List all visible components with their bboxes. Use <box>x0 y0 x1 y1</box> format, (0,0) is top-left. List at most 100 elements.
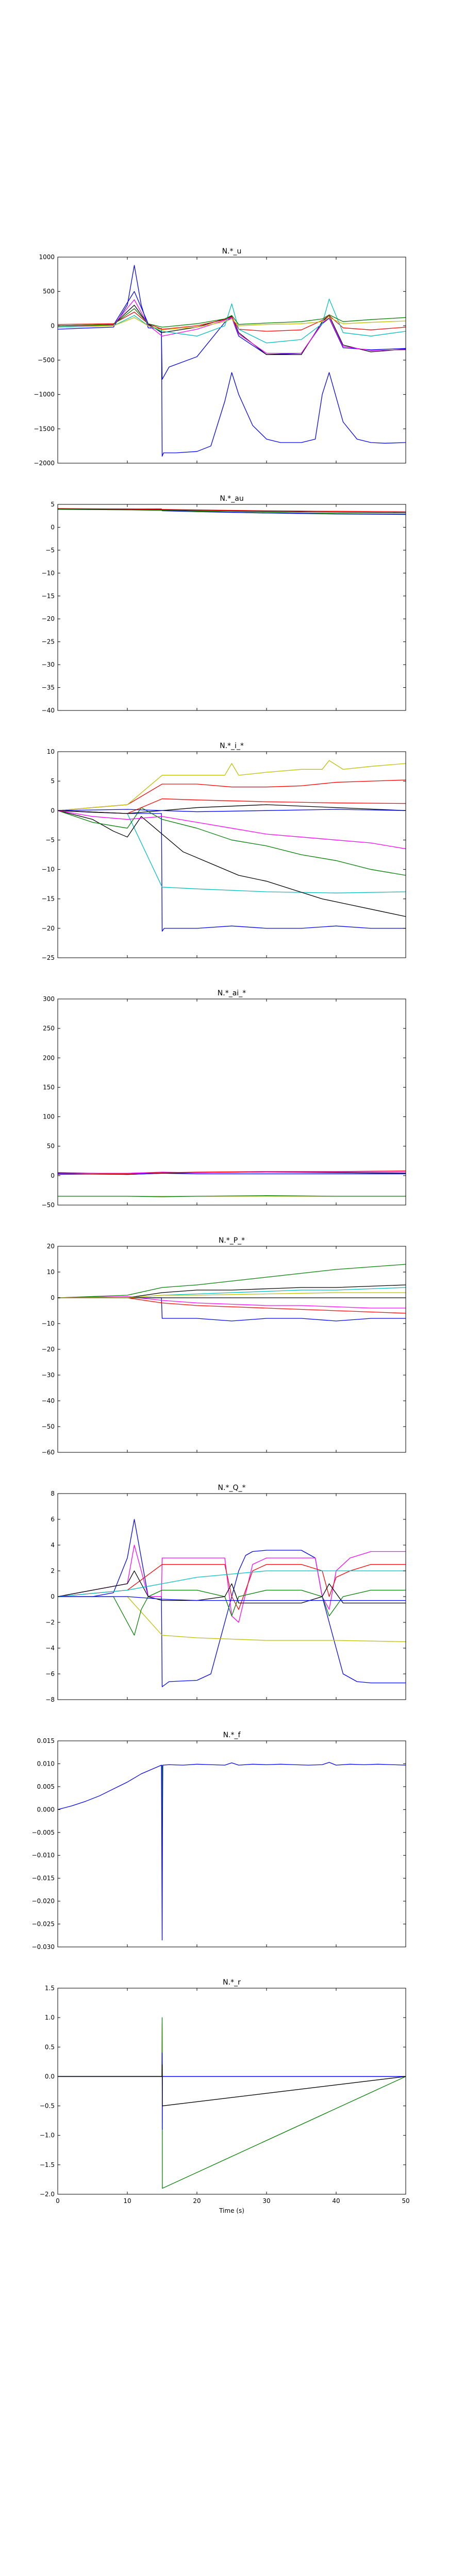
series-line-6 <box>58 298 406 344</box>
chart-title: N.*_Q_* <box>218 1484 246 1492</box>
series-line-7 <box>58 308 406 328</box>
subplot-7: 0.015 0.010 0.005 0.000 −0.005 −0.010 −0.015 −0… <box>32 1731 406 1951</box>
subplot-4: 300 250 200 150 100 50 0 −50 N.*_ai_* <box>42 989 406 1209</box>
xtick-label: 10 <box>123 2197 131 2205</box>
ytick-label: −5 <box>45 836 55 843</box>
series-line-1 <box>58 810 406 932</box>
series-line-4 <box>58 508 406 512</box>
ytick-label: 1.0 <box>45 2014 55 2021</box>
series-line-2 <box>58 1545 406 1623</box>
ytick-label: −2.0 <box>40 2191 55 2198</box>
ytick-label: 5 <box>51 777 55 785</box>
ytick-label: 4 <box>51 1541 55 1549</box>
subplot-6: 8 6 4 2 0 −2 −4 −6 −8 N.*_Q_* <box>45 1484 406 1703</box>
subplot-8: 1.5 1.0 0.5 0.0 −0.5 −1.0 −1.5 −2.00 10 20 30 40 50 N… <box>40 1978 410 2214</box>
ytick-label: 0 <box>51 1172 55 1179</box>
series-group <box>58 1519 406 1687</box>
series-group <box>58 1264 406 1321</box>
ytick-label: 0.000 <box>37 1806 55 1813</box>
axes-frame <box>57 1246 406 1453</box>
axes-frame <box>57 257 406 464</box>
ytick-label: −1000 <box>34 391 55 398</box>
chart-title: N.*_au <box>220 495 243 503</box>
ytick-label: 6 <box>51 1516 55 1523</box>
series-line-8 <box>58 1292 406 1298</box>
series-group <box>58 265 406 457</box>
ytick-label: −0.010 <box>32 1852 55 1859</box>
series-group <box>58 508 406 515</box>
xtick-label: 0 <box>56 2197 60 2205</box>
series-line-4 <box>58 807 406 876</box>
series-line-5 <box>58 1171 406 1175</box>
xtick-label: 20 <box>193 2197 201 2205</box>
ytick-label: 0.005 <box>37 1783 55 1790</box>
xtick-label: 30 <box>262 2197 270 2205</box>
series-line-8 <box>58 317 406 330</box>
series-line-7 <box>58 760 406 811</box>
series-line-3 <box>58 304 406 355</box>
series-line-7 <box>58 1570 406 1597</box>
series-line-1 <box>58 265 406 457</box>
ytick-label: −500 <box>38 357 55 364</box>
ytick-label: 1000 <box>39 253 55 261</box>
ytick-label: −0.025 <box>32 1921 55 1928</box>
series-line-2 <box>58 1195 406 1197</box>
chart-title: N.*_ai_* <box>218 989 246 997</box>
axes-frame <box>57 1988 406 2195</box>
ytick-label: 0 <box>51 523 55 531</box>
ytick-label: 150 <box>43 1083 55 1091</box>
axes-frame <box>57 751 406 958</box>
ytick-label: −0.030 <box>32 1943 55 1951</box>
axes-frame <box>57 1740 406 1947</box>
ytick-label: −1500 <box>34 425 55 432</box>
series-line-9 <box>58 804 406 814</box>
series-line-5 <box>58 1589 406 1636</box>
ytick-label: −8 <box>45 1696 55 1703</box>
ytick-label: 0 <box>51 807 55 814</box>
ytick-label: −6 <box>45 1670 55 1677</box>
ytick-label: 2 <box>51 1567 55 1574</box>
ytick-label: 0 <box>51 1593 55 1600</box>
series-line-2 <box>58 810 406 893</box>
ytick-label: 100 <box>43 1113 55 1121</box>
ytick-label: −60 <box>42 1449 55 1456</box>
ytick-label: −50 <box>42 1201 55 1209</box>
series-group <box>58 1762 406 1941</box>
ytick-label: 8 <box>51 1490 55 1497</box>
ytick-label: −25 <box>42 638 55 646</box>
subplot-2: 5 0 −5 −10 −15 −20 −25 −30 −35 −40 N.*_au <box>42 495 406 714</box>
chart-title: N.*_P_* <box>219 1236 245 1245</box>
ytick-label: 10 <box>47 1268 55 1276</box>
series-line-6 <box>58 1570 406 1604</box>
ytick-label: −20 <box>42 1346 55 1353</box>
ytick-label: 10 <box>47 748 55 755</box>
ytick-label: −20 <box>42 925 55 932</box>
ytick-label: 300 <box>43 995 55 1003</box>
series-line-4 <box>58 312 406 332</box>
ytick-label: −40 <box>42 1397 55 1404</box>
series-line-1 <box>58 2023 406 2077</box>
ytick-label: −50 <box>42 1423 55 1430</box>
series-group <box>58 760 406 932</box>
ytick-label: −2 <box>45 1619 55 1626</box>
series-line-6 <box>58 1172 406 1174</box>
x-axis-label: Time (s) <box>219 2207 244 2214</box>
series-line-3 <box>58 810 406 917</box>
ytick-label: 0.5 <box>45 2043 55 2050</box>
ytick-label: −2000 <box>34 460 55 467</box>
ytick-label: 250 <box>43 1025 55 1032</box>
series-line-1 <box>58 1297 406 1321</box>
axes-frame <box>57 504 406 711</box>
ytick-label: 20 <box>47 1243 55 1250</box>
series-line-3 <box>58 1564 406 1610</box>
series-line-3 <box>58 2053 406 2130</box>
ytick-label: 0.015 <box>37 1737 55 1744</box>
subplot-1: 1000 500 0 −500 −1000 −1500 −2000 N.*_u <box>34 247 406 467</box>
series-group <box>58 2017 406 2189</box>
ytick-label: −0.005 <box>32 1829 55 1836</box>
series-line-3 <box>58 1762 406 1941</box>
ytick-label: −10 <box>42 569 55 577</box>
series-line-3 <box>58 509 406 515</box>
series-group <box>58 1171 406 1197</box>
